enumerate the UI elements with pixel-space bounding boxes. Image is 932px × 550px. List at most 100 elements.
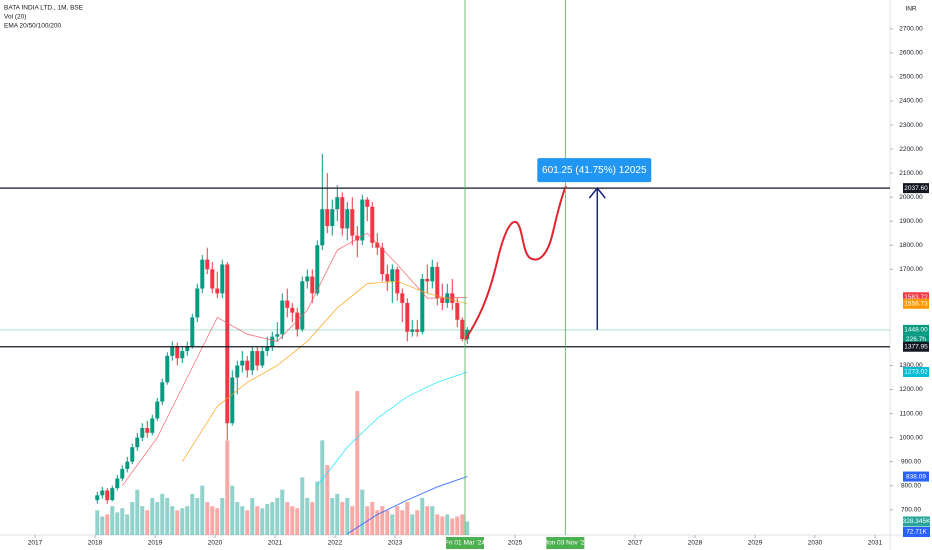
x-tick-label: 2028	[688, 540, 703, 547]
volume-bar	[165, 497, 170, 535]
volume-bar	[220, 497, 225, 535]
y-tick-label: 900.00	[901, 458, 921, 465]
candle-body	[425, 278, 430, 282]
candle-body	[375, 242, 380, 248]
candle-body	[440, 298, 445, 303]
volume-bar	[425, 506, 430, 535]
candle-body	[130, 447, 135, 462]
candle-body	[415, 329, 420, 332]
volume-bar	[190, 493, 195, 535]
candle-body	[310, 276, 315, 294]
volume-bar	[465, 521, 470, 535]
date-label-bg	[546, 537, 585, 549]
measure-label: 601.25 (41.75%) 12025	[542, 165, 647, 176]
candle-body	[155, 401, 160, 419]
y-tick-label: 1200.00	[899, 386, 923, 393]
volume-bar	[180, 508, 185, 535]
candle-body	[120, 468, 125, 479]
volume-bar	[175, 510, 180, 535]
candle-body	[160, 382, 165, 402]
volume-bar	[405, 502, 410, 535]
volume-label: 328.345K	[903, 518, 931, 525]
y-tick-label: 1800.00	[899, 242, 923, 249]
candle-body	[420, 278, 425, 332]
price-label-bg	[903, 324, 929, 335]
candle-body	[270, 336, 275, 347]
volume-bar	[110, 506, 115, 535]
arrow-head	[588, 186, 606, 199]
candle-body	[190, 317, 195, 347]
volume-bar	[240, 506, 245, 535]
candle-body	[115, 478, 120, 489]
y-tick-label: 2600.00	[899, 50, 923, 57]
volume-bar	[360, 489, 365, 535]
volume-bar	[145, 510, 150, 535]
candle-body	[230, 377, 235, 424]
price-label-bg	[903, 183, 929, 194]
candle-body	[170, 346, 175, 356]
candle-body	[185, 346, 190, 352]
x-tick-label: 2022	[328, 540, 343, 547]
candle-body	[355, 235, 360, 241]
candle-body	[280, 300, 285, 335]
candle-body	[140, 428, 145, 438]
candle-body	[285, 300, 290, 308]
volume-bar	[375, 510, 380, 535]
candle-body	[365, 199, 370, 207]
x-tick-label: 2030	[808, 540, 823, 547]
y-tick-label: 1000.00	[899, 434, 923, 441]
y-tick-label: 1700.00	[899, 266, 923, 273]
price-label: 1583.72	[904, 294, 928, 301]
volume-bar	[300, 477, 305, 535]
candle-body	[275, 334, 280, 337]
price-label: 1556.73	[904, 300, 928, 307]
y-tick-label: 2400.00	[899, 98, 923, 105]
candle-body	[235, 365, 240, 378]
volume-bar	[460, 514, 465, 535]
candle-body	[200, 259, 205, 289]
candle-body	[410, 329, 415, 332]
volume-bar	[295, 508, 300, 535]
ema-line	[316, 371, 468, 486]
candle-body	[265, 346, 270, 352]
y-tick-label: 1900.00	[899, 218, 923, 225]
volume-label: 72.71K	[906, 529, 927, 536]
y-tick-label: 2500.00	[899, 74, 923, 81]
volume-bar	[115, 512, 120, 535]
volume-bar	[245, 510, 250, 535]
volume-bar	[380, 506, 385, 535]
volume-bar	[160, 493, 165, 535]
candle-body	[125, 461, 130, 469]
y-tick-label: 2100.00	[899, 170, 923, 177]
volume-bar	[120, 508, 125, 535]
volume-bar	[390, 514, 395, 535]
candle-body	[305, 276, 310, 282]
volume-bar	[330, 497, 335, 535]
volume-label-bg	[903, 527, 930, 538]
volume-bar	[150, 497, 155, 535]
countdown: 226.7h	[906, 336, 926, 343]
freehand-drawing	[464, 185, 567, 341]
date-label: Fri 01 Mar '24	[445, 540, 485, 547]
volume-bar	[205, 502, 210, 535]
volume-bar	[215, 508, 220, 535]
volume-bar	[340, 502, 345, 535]
volume-bar	[450, 518, 455, 535]
volume-bar	[185, 506, 190, 535]
price-label: 1377.95	[904, 343, 928, 350]
x-tick-label: 2019	[148, 540, 163, 547]
volume-bar	[355, 390, 360, 535]
x-tick-label: 2031	[868, 540, 883, 547]
date-label-bg	[445, 537, 484, 549]
y-tick-label: 2200.00	[899, 146, 923, 153]
candle-body	[110, 488, 115, 501]
volume-bar	[445, 514, 450, 535]
volume-bar	[195, 497, 200, 535]
candle-body	[435, 266, 440, 299]
volume-bar	[435, 514, 440, 535]
x-tick-label: 2020	[208, 540, 223, 547]
candle-body	[380, 247, 385, 275]
volume-label-bg	[903, 516, 930, 527]
candle-body	[150, 418, 155, 433]
